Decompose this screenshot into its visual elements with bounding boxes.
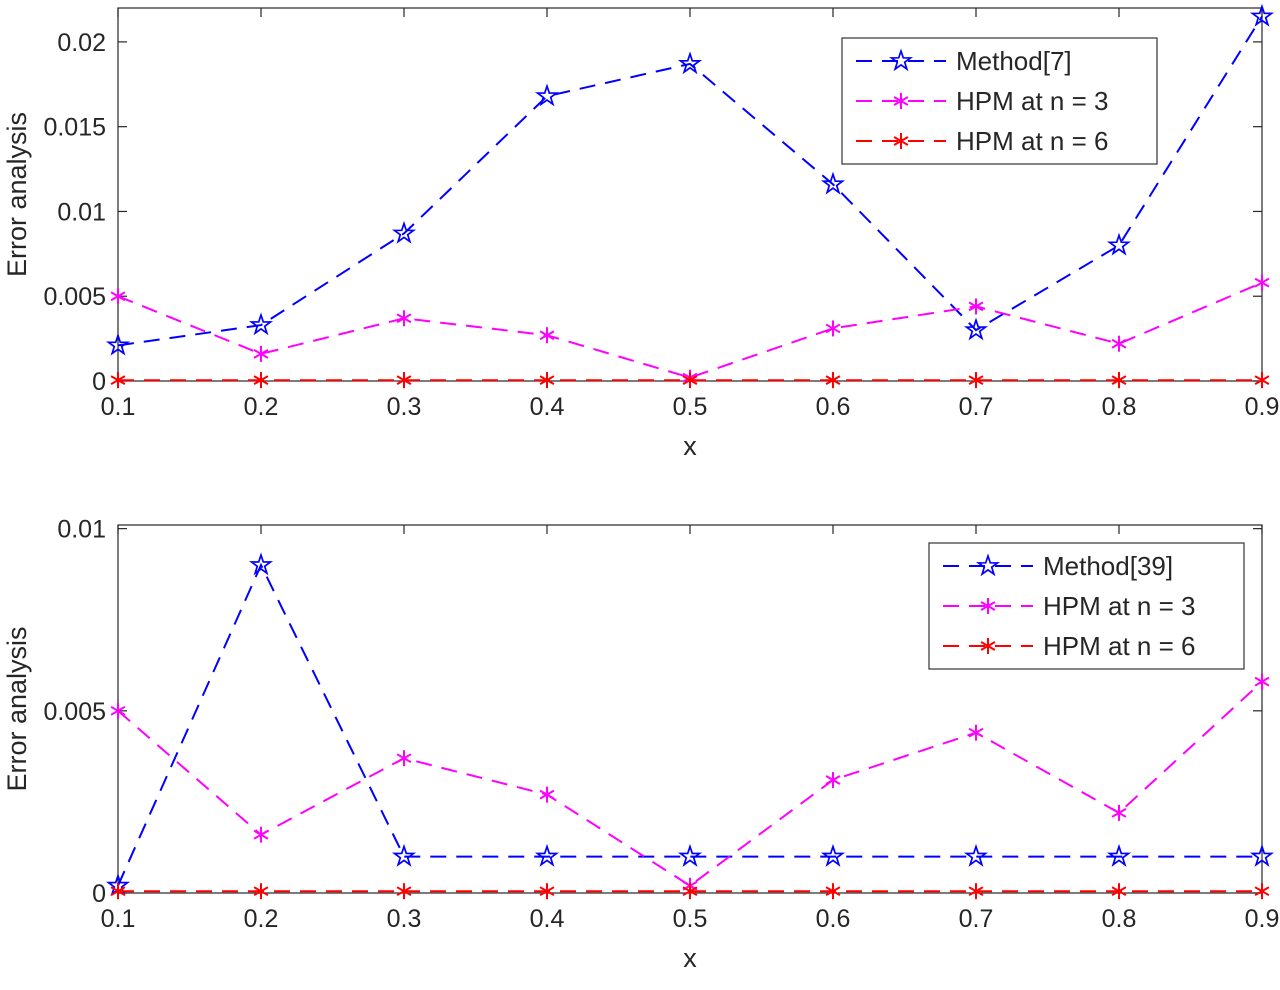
pentagram-marker: [820, 171, 846, 195]
asterisk-marker: [253, 349, 269, 359]
x-tick-label: 0.1: [101, 905, 136, 933]
asterisk-marker: [1254, 886, 1270, 897]
y-tick-label: 0.005: [43, 698, 106, 726]
y-tick-label: 0.015: [43, 114, 106, 142]
asterisk-marker: [253, 886, 269, 897]
asterisk-marker: [968, 727, 984, 738]
asterisk-marker: [825, 323, 841, 334]
bottom-error-analysis-chart: 0.1 0.2 0.3 0.4 0.5 0.6 0.7 0.8 0.9 0 0.005 0.01 x Er…: [2, 516, 1280, 973]
asterisk-marker: [539, 375, 555, 386]
pentagram-marker: [534, 843, 560, 867]
pentagram-marker: [1106, 843, 1132, 867]
pentagram-marker: [677, 51, 703, 75]
x-tick-label: 0.5: [673, 905, 708, 933]
x-tick-label: 0.2: [244, 905, 279, 933]
asterisk-marker: [1111, 886, 1127, 897]
asterisk-marker: [396, 886, 412, 897]
x-tick-label: 0.9: [1245, 393, 1280, 421]
asterisk-marker: [968, 375, 984, 386]
asterisk-marker: [1111, 807, 1127, 818]
asterisk-marker: [1111, 375, 1127, 386]
pentagram-marker: [975, 553, 1001, 577]
x-tick-label: 0.4: [530, 905, 565, 933]
asterisk-marker: [396, 753, 412, 764]
pentagram-marker: [391, 220, 417, 244]
x-tick-label: 0.4: [530, 393, 565, 421]
asterisk-marker: [682, 375, 698, 386]
x-tick-label: 0.9: [1245, 905, 1280, 933]
legend-label: Method[39]: [1043, 551, 1173, 581]
asterisk-marker: [825, 886, 841, 897]
series-line-1: [117, 680, 1263, 887]
legend-label: Method[7]: [956, 46, 1072, 76]
x-tick-label: 0.8: [1102, 905, 1137, 933]
x-tick-label: 0.6: [816, 905, 851, 933]
asterisk-marker: [980, 641, 996, 651]
legend-label: HPM at n = 3: [956, 86, 1108, 116]
pentagram-marker: [963, 317, 989, 341]
pentagram-marker: [1249, 843, 1275, 867]
x-tick-label: 0.7: [959, 905, 994, 933]
y-tick-label: 0: [92, 880, 106, 908]
pentagram-marker: [391, 843, 417, 867]
legend-label: HPM at n = 6: [1043, 631, 1195, 661]
y-tick-label: 0.01: [57, 516, 106, 544]
pentagram-marker: [1106, 232, 1132, 256]
asterisk-marker: [110, 375, 126, 386]
x-tick-label: 0.2: [244, 393, 279, 421]
asterisk-marker: [980, 601, 996, 611]
asterisk-marker: [539, 330, 555, 341]
pentagram-marker: [820, 843, 846, 867]
pentagram-marker: [963, 843, 989, 867]
x-tick-label: 0.7: [959, 393, 994, 421]
y-tick-label: 0.005: [43, 283, 106, 311]
asterisk-marker: [396, 375, 412, 386]
x-tick-label: 0.3: [387, 393, 422, 421]
x-tick-label: 0.8: [1102, 393, 1137, 421]
asterisk-marker: [253, 375, 269, 386]
x-tick-label: 0.6: [816, 393, 851, 421]
asterisk-marker: [1254, 375, 1270, 386]
y-tick-label: 0.01: [57, 198, 106, 226]
series-line-0: [117, 15, 1263, 347]
asterisk-marker: [110, 291, 126, 302]
legend-label: HPM at n = 6: [956, 126, 1108, 156]
y-axis-label: Error analysis: [2, 112, 32, 277]
asterisk-marker: [1254, 277, 1270, 288]
asterisk-marker: [682, 886, 698, 897]
pentagram-marker: [105, 332, 131, 356]
asterisk-marker: [968, 301, 984, 312]
asterisk-marker: [1254, 676, 1270, 687]
top-error-analysis-chart: 0.1 0.2 0.3 0.4 0.5 0.6 0.7 0.8 0.9 0 0.005 0.01 0.0…: [2, 3, 1280, 461]
y-axis-label: Error analysis: [2, 626, 32, 791]
asterisk-marker: [825, 775, 841, 785]
y-tick-label: 0: [92, 368, 106, 396]
asterisk-marker: [539, 886, 555, 897]
asterisk-marker: [110, 886, 126, 897]
asterisk-marker: [968, 886, 984, 897]
asterisk-marker: [893, 96, 909, 106]
series-line-1: [117, 281, 1263, 379]
asterisk-marker: [396, 313, 412, 324]
y-tick-label: 0.02: [57, 29, 106, 57]
pentagram-marker: [888, 48, 914, 72]
pentagram-marker: [534, 83, 560, 107]
asterisk-marker: [893, 136, 909, 146]
x-tick-label: 0.5: [673, 393, 708, 421]
x-axis-label: x: [683, 943, 697, 973]
asterisk-marker: [539, 789, 555, 800]
pentagram-marker: [1249, 3, 1275, 27]
pentagram-marker: [248, 552, 274, 576]
x-tick-label: 0.1: [101, 393, 136, 421]
asterisk-marker: [825, 375, 841, 386]
pentagram-marker: [248, 312, 274, 336]
x-axis-label: x: [683, 431, 697, 461]
legend-label: HPM at n = 3: [1043, 591, 1195, 621]
asterisk-marker: [110, 705, 126, 716]
pentagram-marker: [677, 843, 703, 867]
asterisk-marker: [253, 829, 269, 840]
x-tick-label: 0.3: [387, 905, 422, 933]
asterisk-marker: [1111, 338, 1127, 349]
